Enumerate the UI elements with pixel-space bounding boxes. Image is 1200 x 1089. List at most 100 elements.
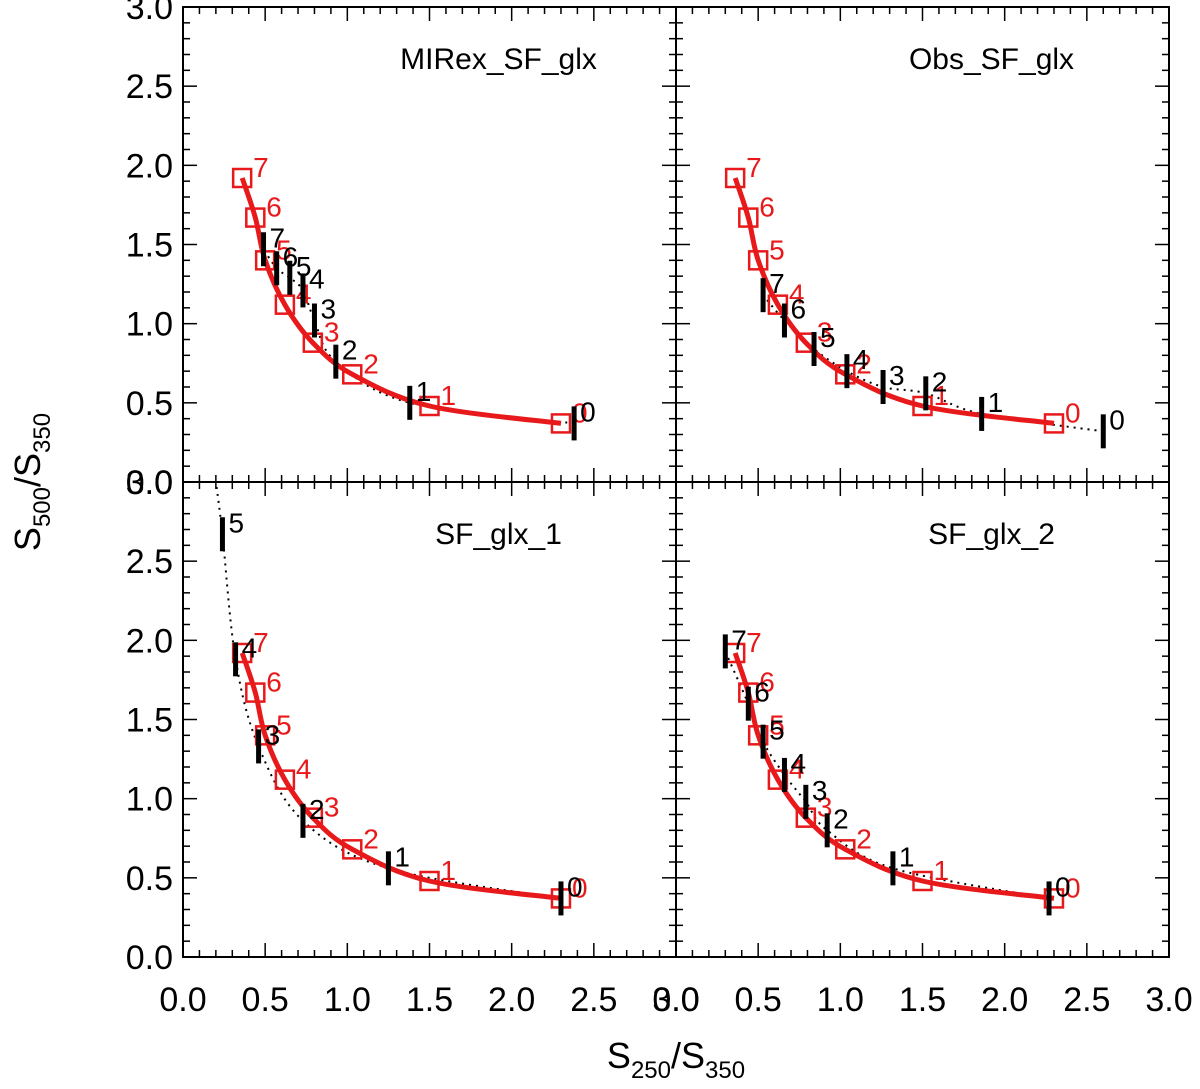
red-model-curve xyxy=(239,177,562,426)
black-point-label: 4 xyxy=(853,344,869,375)
y-tick-label: 0.0 xyxy=(126,464,173,502)
black-point-label: 2 xyxy=(932,366,948,397)
red-point-label: 2 xyxy=(856,348,872,379)
y-axis-title-base2: S xyxy=(7,453,48,477)
red-point xyxy=(245,207,266,228)
red-point xyxy=(245,682,266,703)
y-tick-label: 1.5 xyxy=(126,227,173,265)
black-point-label: 6 xyxy=(754,677,770,708)
x-tick-label: 2.0 xyxy=(488,981,535,1019)
black-point-label: 2 xyxy=(833,803,849,834)
black-point-label: 0 xyxy=(580,396,596,427)
y-axis-title: S500/S350 xyxy=(7,413,56,551)
red-point-label: 3 xyxy=(324,317,340,348)
panel-title: SF_glx_2 xyxy=(928,518,1055,551)
red-point-label: 7 xyxy=(253,627,269,658)
black-point-label: 4 xyxy=(242,632,258,663)
red-point-label: 3 xyxy=(817,317,833,348)
black-point-label: 3 xyxy=(265,719,281,750)
black-point-label: 5 xyxy=(296,251,312,282)
y-tick-label: 1.5 xyxy=(126,702,173,740)
red-point xyxy=(419,395,440,417)
panel-ticks xyxy=(675,6,1170,483)
black-point-label: 1 xyxy=(988,387,1004,418)
y-tick-label: 1.0 xyxy=(126,781,173,819)
panel-ticks xyxy=(675,481,1170,958)
red-point-label: 1 xyxy=(441,855,457,886)
x-axis-title-sep: / xyxy=(671,1035,681,1076)
black-point-label: 7 xyxy=(270,222,286,253)
black-point-label: 4 xyxy=(790,748,806,779)
red-point-label: 7 xyxy=(253,152,269,183)
red-point-label: 0 xyxy=(1065,397,1081,428)
panel-4: 0.0 0.5 1.0 1.5 2.0 2.5 3.0SF_glx_201234567012… xyxy=(652,481,1193,1019)
black-point-label: 3 xyxy=(889,360,905,391)
x-tick-label: 0.5 xyxy=(242,981,289,1019)
red-point-label: 2 xyxy=(856,823,872,854)
red-point xyxy=(419,870,440,892)
red-point xyxy=(274,769,296,790)
red-point-label: 1 xyxy=(934,855,950,886)
black-point-label: 6 xyxy=(790,294,806,325)
panel-title: Obs_SF_glx xyxy=(909,43,1074,76)
x-axis-title-sub2: 350 xyxy=(705,1057,745,1084)
x-tick-label: 1.0 xyxy=(817,981,864,1019)
y-axis-title-sub1: 500 xyxy=(29,487,56,527)
black-point-label: 7 xyxy=(731,624,747,655)
x-axis-title-base2: S xyxy=(681,1035,705,1076)
x-tick-label: 2.0 xyxy=(981,981,1028,1019)
red-point-label: 3 xyxy=(324,792,340,823)
red-point xyxy=(747,725,769,746)
x-tick-label: 1.5 xyxy=(899,981,946,1019)
y-tick-label: 2.0 xyxy=(126,622,173,660)
y-axis-title-base1: S xyxy=(7,527,48,551)
panels: 0.00.51.01.52.02.53.0MIRex_SF_glx0123456… xyxy=(126,0,1193,1019)
panel-frame xyxy=(182,481,677,958)
red-point xyxy=(1043,413,1065,434)
y-tick-label: 3.0 xyxy=(126,0,173,27)
x-tick-label: 2.5 xyxy=(570,981,617,1019)
y-tick-label: 1.0 xyxy=(126,306,173,344)
red-point-label: 1 xyxy=(934,380,950,411)
x-tick-label: 3.0 xyxy=(1145,981,1192,1019)
black-point-label: 4 xyxy=(309,263,325,294)
black-point-label: 3 xyxy=(320,294,336,325)
red-point-label: 4 xyxy=(296,754,312,785)
red-point xyxy=(724,167,746,189)
red-point-label: 6 xyxy=(759,667,775,698)
black-point-label: 7 xyxy=(769,268,785,299)
panel-1: 0.00.51.01.52.02.53.0MIRex_SF_glx0123456… xyxy=(126,0,677,502)
y-tick-label: 0.0 xyxy=(126,939,173,977)
red-point-label: 5 xyxy=(276,709,292,740)
black-point-label: 5 xyxy=(820,322,836,353)
panel-title: MIRex_SF_glx xyxy=(400,43,597,76)
red-point xyxy=(274,294,296,315)
black-point-label: 0 xyxy=(1055,871,1071,902)
red-point-label: 1 xyxy=(441,380,457,411)
red-point-label: 2 xyxy=(363,348,379,379)
red-point-label: 0 xyxy=(1065,872,1081,903)
panel-frame xyxy=(182,6,677,483)
panel-title: SF_glx_1 xyxy=(435,518,562,551)
red-point xyxy=(342,364,363,385)
x-axis-title-base1: S xyxy=(607,1035,631,1076)
red-point-label: 6 xyxy=(759,192,775,223)
red-point xyxy=(1043,888,1065,909)
black-point-label: 0 xyxy=(567,871,583,902)
black-point-label: 2 xyxy=(342,335,358,366)
black-point-label: 1 xyxy=(416,376,432,407)
black-point-label: 3 xyxy=(812,775,828,806)
red-point-label: 5 xyxy=(276,234,292,265)
red-point-label: 6 xyxy=(266,667,282,698)
y-tick-label: 0.5 xyxy=(126,385,173,423)
panel-frame xyxy=(675,6,1170,483)
black-point-label: 1 xyxy=(899,841,915,872)
black-point-label: 2 xyxy=(309,794,325,825)
black-point-label: 5 xyxy=(228,507,244,538)
red-point xyxy=(550,413,572,434)
black-point-label: 5 xyxy=(769,715,785,746)
x-tick-label: 1.5 xyxy=(406,981,453,1019)
red-point-label: 5 xyxy=(769,709,785,740)
